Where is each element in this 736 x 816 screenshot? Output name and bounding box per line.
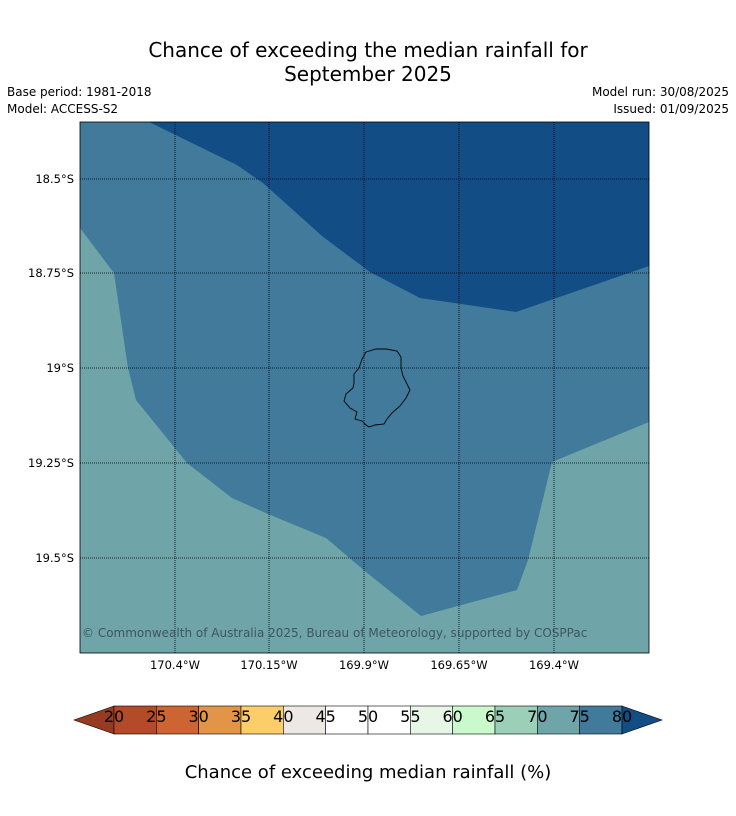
colorbar-cell <box>198 705 242 735</box>
colorbar-cell <box>410 705 453 735</box>
lon-tick-label: 169.65°W <box>430 658 487 672</box>
model-name: Model: ACCESS-S2 <box>7 102 119 116</box>
title-line-2: September 2025 <box>284 62 452 86</box>
band-80-plus <box>149 122 649 312</box>
tick-labels: 18.5°S 18.75°S 19°S 19.25°S 19.5°S 170.4°W 170… <box>28 172 579 672</box>
colorbar-tick-label: 25 <box>146 707 167 726</box>
colorbar-tick-label: 30 <box>188 707 209 726</box>
lat-tick-label: 19.5°S <box>35 551 74 565</box>
colorbar-cell <box>452 705 496 735</box>
colorbar-tick-label: 35 <box>230 707 252 726</box>
colorbar-cell <box>537 705 580 735</box>
lat-tick-label: 18.5°S <box>35 172 74 186</box>
model-run: Model run: 30/08/2025 <box>591 85 729 99</box>
colorbar-over-arrow <box>621 705 663 735</box>
colorbar-tick-label: 70 <box>527 707 548 726</box>
colorbar-tick-label: 65 <box>484 707 506 726</box>
colorbar-tick-label: 40 <box>273 707 294 726</box>
colorbar-cell <box>156 705 199 735</box>
lon-tick-label: 169.9°W <box>339 658 389 672</box>
colorbar-tick-label: 60 <box>442 707 463 726</box>
lon-tick-label: 170.4°W <box>150 658 200 672</box>
colorbar-tick-label: 80 <box>611 707 633 726</box>
colorbar-title: Chance of exceeding median rainfall (%) <box>184 762 552 783</box>
copyright-text: © Commonwealth of Australia 2025, Bureau… <box>82 626 587 640</box>
colorbar-cell <box>579 705 623 735</box>
lat-tick-label: 18.75°S <box>28 266 74 280</box>
colorbar-cells <box>113 705 623 735</box>
colorbar-tick-label: 50 <box>357 707 379 726</box>
colorbar-tick-label: 75 <box>569 707 590 726</box>
meta-left: Base period: 1981-2018 Model: ACCESS-S2 <box>7 84 152 118</box>
map-panel: © Commonwealth of Australia 2025, Bureau… <box>80 122 649 653</box>
issued-date: Issued: 01/09/2025 <box>613 102 729 116</box>
base-period: Base period: 1981-2018 <box>7 85 152 99</box>
lat-tick-label: 19.25°S <box>28 456 74 470</box>
lon-tick-label: 170.15°W <box>240 658 297 672</box>
gridlines <box>80 122 649 653</box>
colorbar-cell <box>367 705 411 735</box>
colorbar-tick-label: 55 <box>400 707 421 726</box>
meta-right: Model run: 30/08/2025 Issued: 01/09/2025 <box>592 84 729 118</box>
lon-tick-label: 169.4°W <box>529 658 579 672</box>
colorbar-cell <box>494 705 538 735</box>
map-title: Chance of exceeding the median rainfall … <box>0 38 736 86</box>
colorbar-cell <box>325 705 369 735</box>
colorbar-tick-label: 20 <box>103 707 125 726</box>
colorbar-cell <box>113 705 157 735</box>
colorbar <box>73 705 663 735</box>
map-frame <box>79 121 650 654</box>
colorbar-cell <box>283 705 326 735</box>
colorbar-tick-label: 45 <box>315 707 336 726</box>
island-outline <box>343 348 411 428</box>
lat-tick-label: 19°S <box>46 361 74 375</box>
title-line-1: Chance of exceeding the median rainfall … <box>148 38 588 62</box>
